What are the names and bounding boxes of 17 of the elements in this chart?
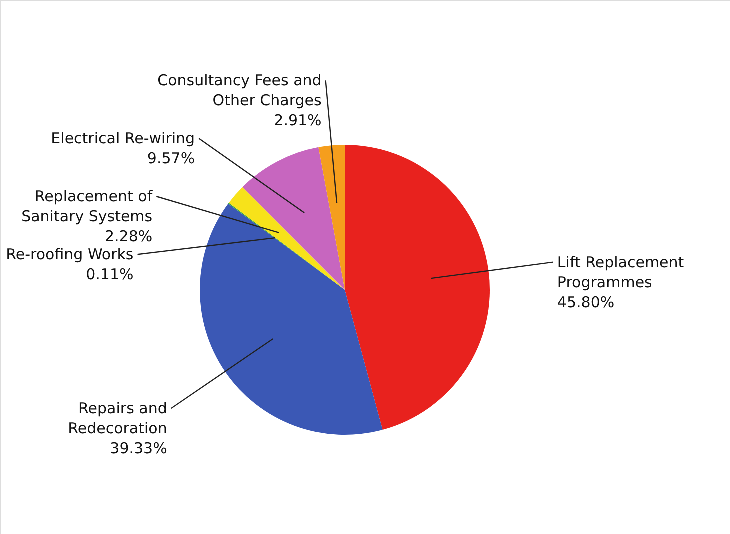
data-label: 9.57% (147, 150, 196, 168)
pie-slice (242, 147, 345, 290)
data-label: 2.91% (274, 112, 322, 130)
data-label: 45.80% (557, 293, 615, 312)
slice-label: Electrical Re-wiring (51, 130, 196, 148)
slice-label: Consultancy Fees and Other Charges (158, 72, 322, 110)
slice-label: Re-roofing Works (6, 246, 134, 264)
pie-slice (200, 204, 383, 435)
slice-label: Replacement of Sanitary Systems (22, 188, 154, 226)
data-label: 0.11% (86, 266, 134, 284)
slice-label: Repairs and Redecoration (68, 400, 168, 438)
data-label: 39.33% (110, 440, 168, 458)
pie-slice (318, 145, 345, 290)
slice-label: Lift Replacement Programmes (557, 253, 684, 292)
pie-slice (228, 187, 345, 290)
data-label: 2.28% (104, 228, 153, 246)
pie-slice (345, 145, 490, 430)
